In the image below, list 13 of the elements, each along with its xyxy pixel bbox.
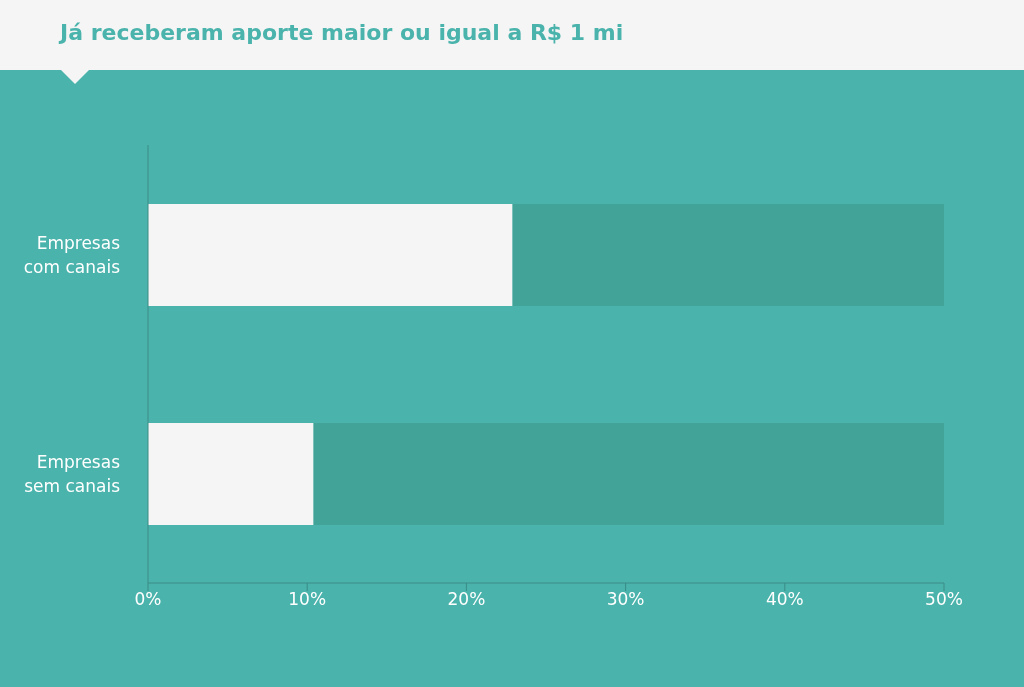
x-tick-label: 50% xyxy=(925,589,963,610)
x-tick-label: 10% xyxy=(288,589,327,610)
y-tick-label: Empresas com canais xyxy=(23,232,121,277)
x-tick-label: 30% xyxy=(606,589,645,610)
bar xyxy=(313,423,944,525)
y-tick-label: Empresas sem canais xyxy=(24,451,121,496)
bar xyxy=(148,423,314,525)
chart-title: Já receberam aporte maior ou igual a R$ 1 mi xyxy=(60,20,624,45)
bar xyxy=(148,204,513,306)
x-tick-label: 20% xyxy=(447,589,486,610)
bar xyxy=(512,204,944,306)
x-tick-label: 0% xyxy=(134,589,162,610)
x-tick-label: 40% xyxy=(765,589,804,610)
